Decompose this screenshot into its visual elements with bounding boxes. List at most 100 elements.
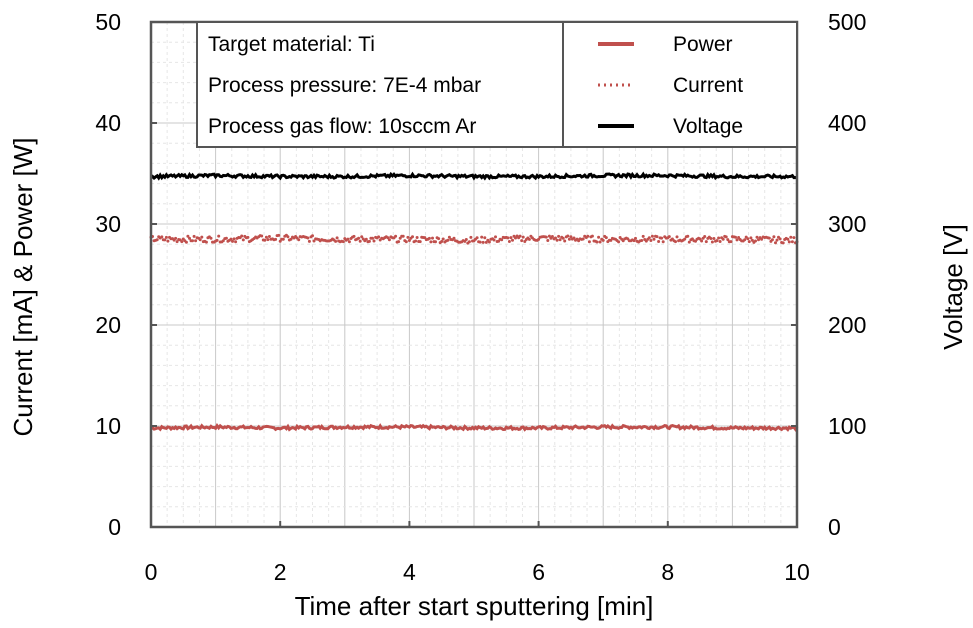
point-current [306, 236, 310, 240]
point-current [724, 235, 728, 239]
point-current [232, 237, 236, 241]
point-current [786, 237, 790, 241]
point-current [372, 239, 376, 243]
point-current [749, 236, 753, 240]
point-current [266, 238, 270, 242]
point-current [792, 236, 796, 240]
point-current [397, 240, 401, 244]
series-voltage [150, 171, 798, 181]
point-current [452, 236, 456, 240]
point-current [726, 238, 730, 242]
point-current [729, 240, 733, 244]
point-current [469, 235, 473, 239]
point-current [521, 235, 525, 239]
point-current [686, 234, 690, 238]
point-current [500, 238, 504, 242]
point-current [494, 235, 497, 239]
point-current [734, 235, 737, 239]
point-current [180, 240, 184, 244]
point-current [775, 238, 779, 242]
point-current [514, 236, 517, 240]
point-current [481, 240, 485, 244]
point-current [557, 234, 561, 238]
point-current [781, 241, 785, 245]
series-current [149, 233, 799, 245]
y-left-tick-label: 50 [95, 9, 121, 35]
point-current [440, 240, 444, 243]
point-current [188, 236, 191, 240]
point-current [767, 236, 771, 240]
point-current [404, 240, 408, 244]
point-current [414, 239, 418, 243]
annotation-frame [196, 21, 564, 148]
point-current [217, 234, 221, 238]
point-current [281, 237, 285, 241]
point-current [434, 240, 437, 244]
point-current [790, 240, 794, 244]
point-current [550, 235, 554, 238]
point-current [661, 240, 665, 244]
point-current [357, 236, 361, 240]
point-current [704, 240, 708, 244]
line-voltage [150, 171, 798, 181]
point-current [335, 236, 339, 240]
x-tick-label: 8 [661, 559, 674, 585]
point-current [467, 240, 471, 244]
point-current [163, 238, 167, 242]
point-current [487, 240, 491, 244]
point-current [509, 236, 513, 240]
point-current [367, 239, 371, 243]
line-power [150, 422, 799, 433]
point-current [660, 236, 664, 240]
point-current [312, 239, 316, 243]
point-current [675, 235, 679, 239]
point-current [718, 240, 722, 243]
point-current [406, 235, 410, 239]
point-current [264, 235, 268, 239]
point-current [204, 240, 208, 244]
point-current [527, 237, 531, 241]
point-current [311, 234, 314, 238]
y-right-tick-label: 300 [828, 211, 866, 237]
point-current [164, 235, 168, 239]
point-current [221, 239, 225, 243]
point-current [341, 240, 345, 244]
point-current [601, 238, 605, 242]
point-current [687, 240, 691, 244]
point-current [789, 235, 793, 239]
y-left-axis-title: Current [mA] & Power [W] [8, 137, 38, 436]
point-current [260, 234, 264, 238]
point-current [418, 240, 422, 244]
point-current [743, 238, 747, 242]
point-current [757, 238, 760, 242]
point-current [431, 236, 434, 240]
point-current [712, 237, 716, 240]
point-current [647, 236, 651, 240]
point-current [215, 238, 219, 242]
point-current [415, 236, 419, 239]
point-current [437, 237, 441, 241]
point-current [597, 235, 601, 239]
point-current [231, 239, 234, 243]
point-current [194, 239, 198, 243]
point-current [174, 236, 178, 240]
point-current [760, 237, 764, 241]
point-current [166, 239, 170, 243]
point-current [754, 239, 757, 243]
point-current [346, 237, 350, 241]
series-layer [149, 171, 799, 433]
y-right-tick-label: 0 [828, 514, 841, 540]
point-current [446, 238, 450, 242]
point-current [224, 236, 228, 240]
y-left-tick-label: 30 [95, 211, 121, 237]
point-current [587, 240, 591, 244]
point-current [334, 239, 338, 243]
point-current [537, 237, 541, 241]
point-current [198, 238, 202, 242]
point-current [267, 235, 271, 238]
point-current [192, 234, 196, 238]
annotation-pressure: Process pressure: 7E-4 mbar [208, 74, 481, 97]
point-current [617, 240, 621, 244]
point-current [641, 234, 645, 238]
point-current [746, 237, 750, 241]
